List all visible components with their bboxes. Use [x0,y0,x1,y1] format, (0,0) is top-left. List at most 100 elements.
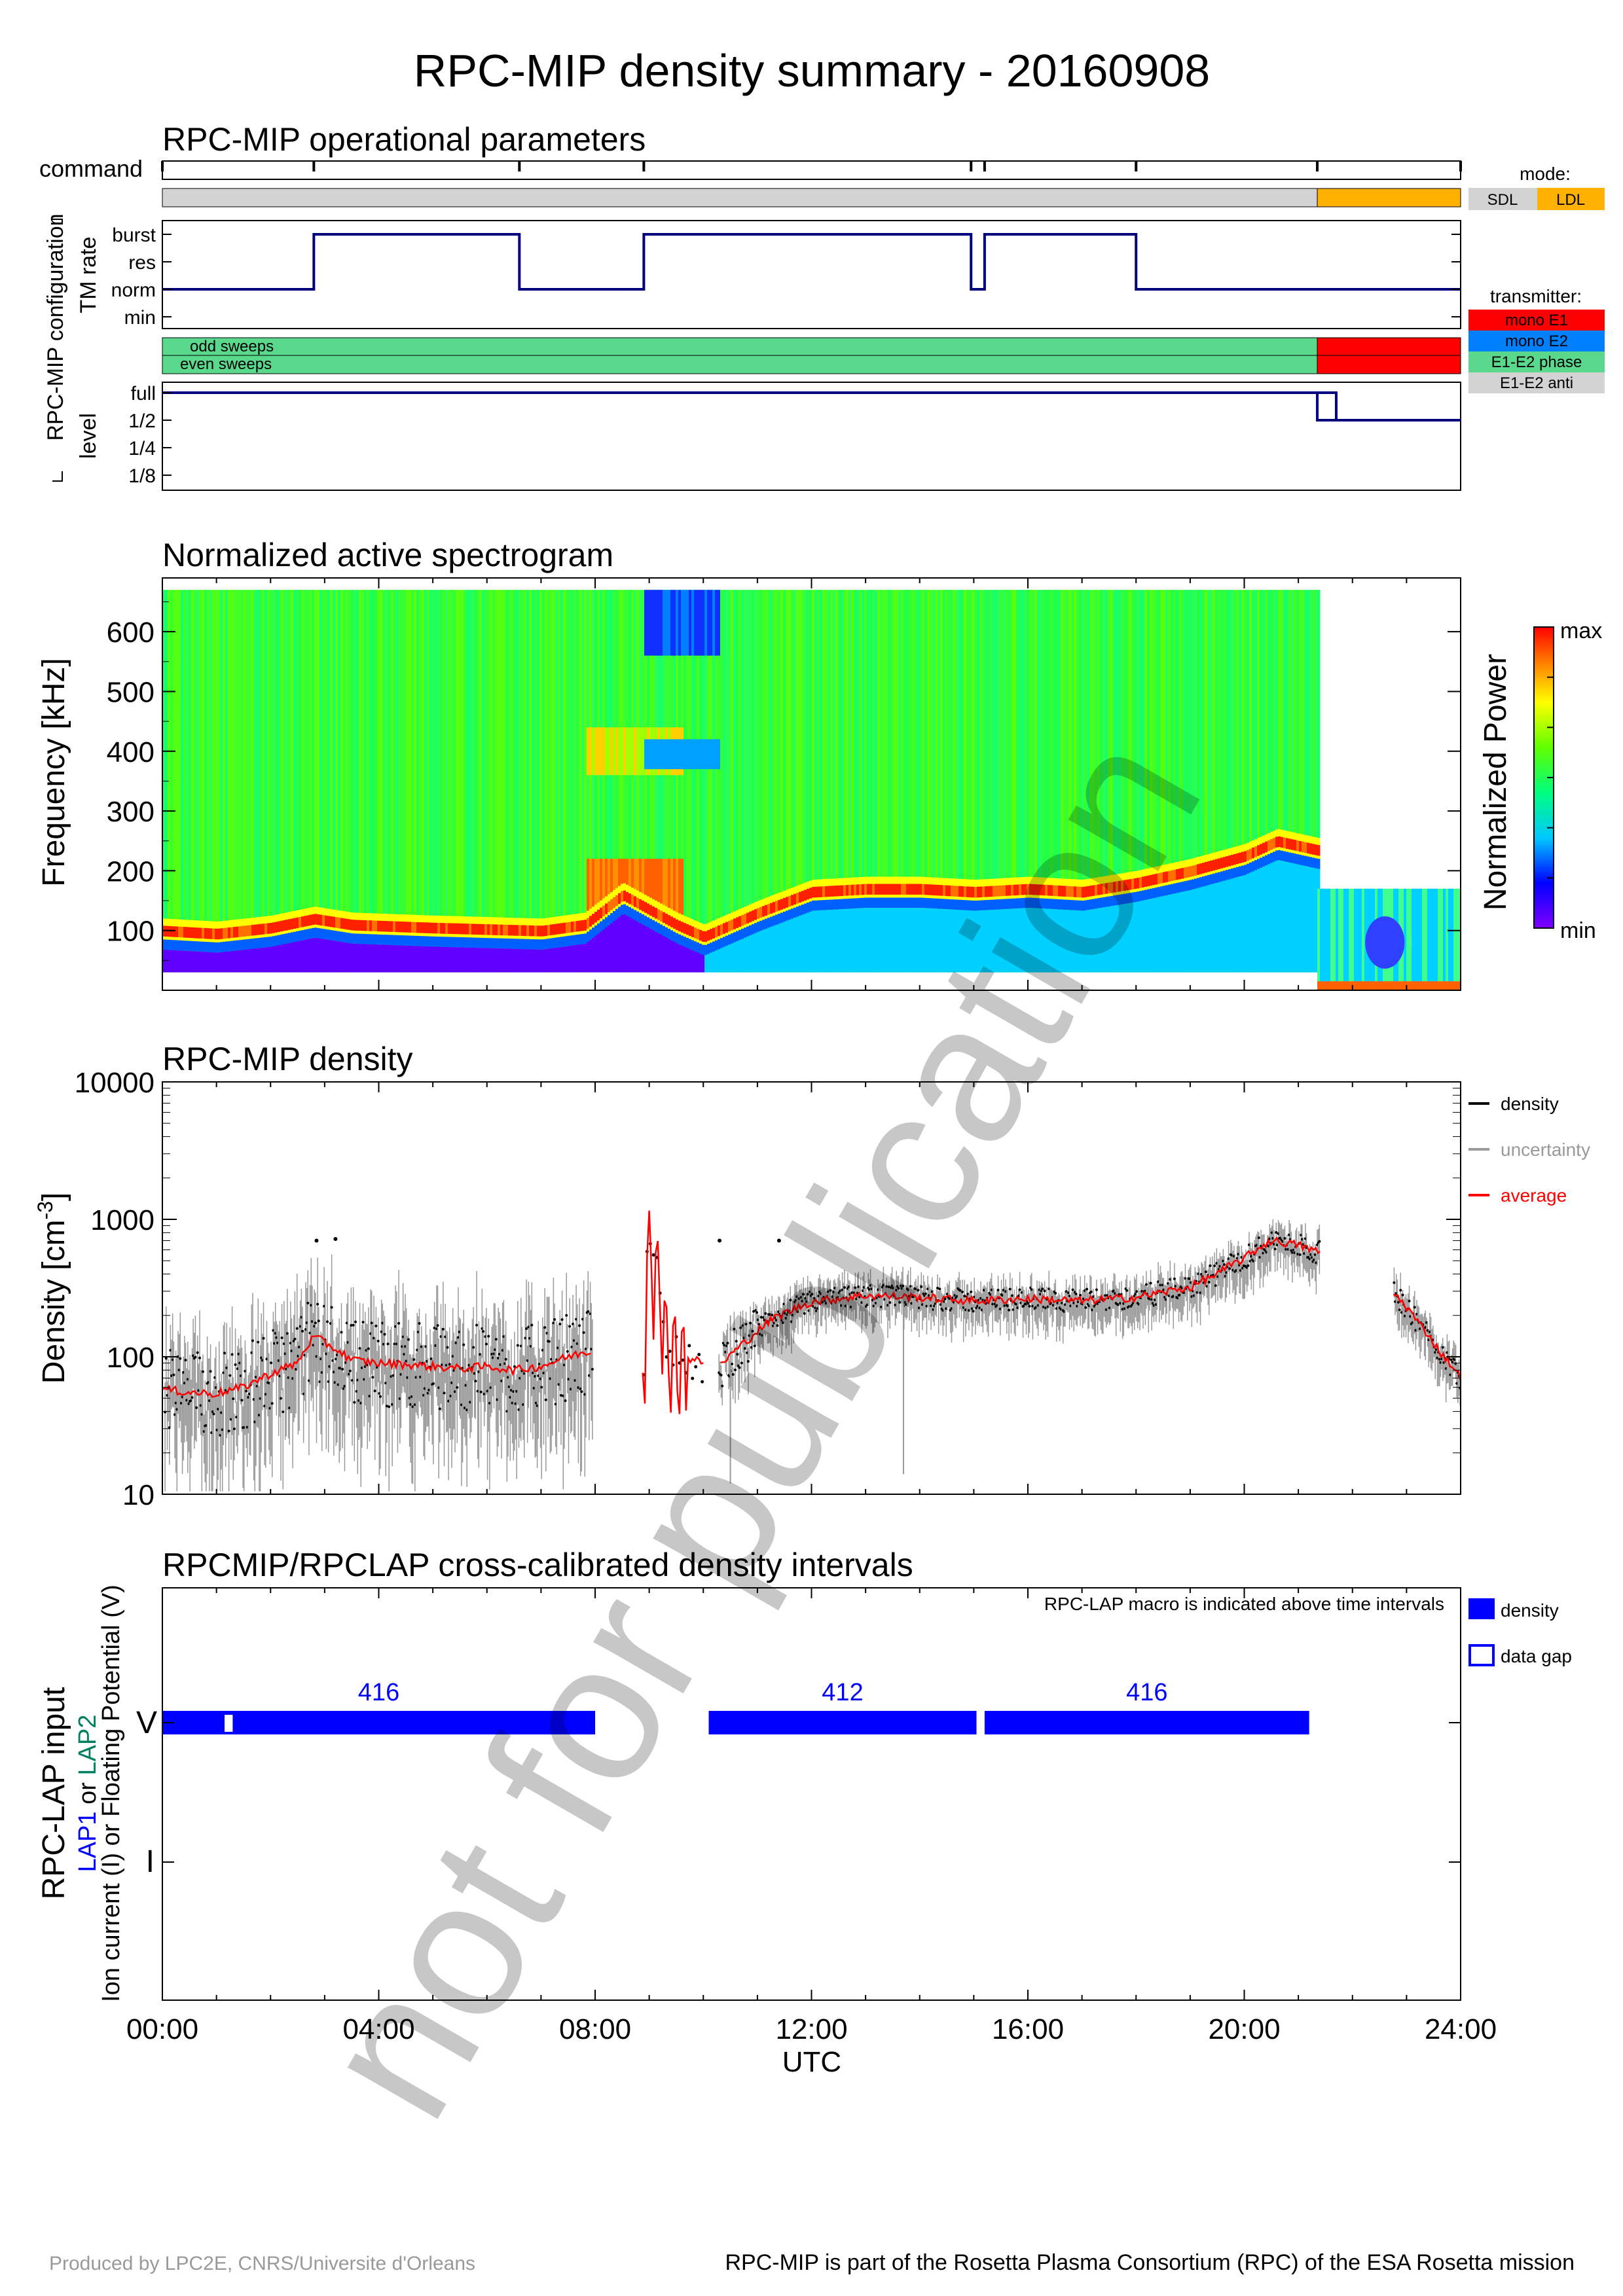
spectrogram-column [576,934,579,945]
spectrogram-column [275,935,278,946]
spectrogram-column [1459,888,1461,990]
spectrogram-column [903,908,907,973]
spectrogram-column [825,899,828,910]
spectrogram-column [448,923,451,934]
spectrogram-column [605,727,608,776]
spectrogram-column [479,937,483,948]
density-point [681,1358,685,1362]
spectrogram-column [880,897,883,908]
spectrogram-column [354,943,357,973]
spectrogram-column [681,739,684,770]
spectrogram-column [809,590,812,973]
spectrogram-column [597,590,600,973]
spectrogram-column [723,946,726,973]
tx-mono-e2-swatch [1468,331,1605,351]
spectrogram-column [1100,897,1103,908]
spectrogram-column [953,899,957,910]
spectrogram-column [189,927,192,939]
spectrogram-column [1199,863,1203,874]
spectrogram-column [466,947,469,973]
spectrogram-column [545,939,548,950]
spectrogram-column [660,935,663,973]
spectrogram-column [1016,590,1019,973]
spectrogram-column [429,936,433,947]
spectrogram-column [938,898,941,909]
spectrogram-column [660,739,663,770]
spectrogram-column [369,944,373,973]
spectrogram-column [872,908,875,973]
spectrogram-column [270,922,273,934]
spectrogram-column [1019,590,1022,973]
spectrogram-column [1453,888,1457,990]
spectrogram-column [521,939,524,950]
spectrogram-column [856,908,860,973]
spectrogram-column [228,590,231,973]
ops-panel-title: RPC-MIP operational parameters [162,121,646,158]
spectrogram-column [1220,590,1224,973]
spectrogram-column [1045,898,1048,909]
spectrogram-column [958,886,962,897]
density-point [374,1324,378,1327]
density-point [172,1373,175,1376]
spectrogram-column [896,897,899,908]
spectrogram-column [178,926,181,938]
density-point [746,1359,750,1363]
spectrogram-column [1354,888,1357,990]
spectrogram-column [343,942,346,973]
spectrogram-column [1053,899,1056,910]
spectrogram-column [354,590,357,973]
spectrogram-column [1189,866,1192,877]
spectrogram-column [456,937,459,948]
spectrogram-column [718,949,721,973]
spectrogram-column [647,590,650,973]
spectrogram-column [1021,590,1025,973]
spectrogram-column [977,886,980,898]
spectrogram-column [432,922,435,934]
density-point [565,1314,568,1317]
spectrogram-column [621,727,624,776]
spectrogram-column [1236,853,1239,865]
spectrogram-column [217,590,221,973]
spectrogram-column [990,886,993,897]
spectrogram-column [244,590,247,973]
spectrogram-column [1215,872,1218,884]
spectrogram-column [699,590,702,656]
spectrogram-column [1144,590,1148,973]
spectrogram-column [445,946,448,973]
spectrogram-column [508,924,511,936]
spectrogram-column [278,590,281,973]
spectrogram-column [1150,590,1153,973]
spectrogram-column [720,938,723,948]
spectrogram-column [710,739,713,770]
spectrogram-column [309,939,312,973]
spectrogram-column [1011,898,1014,909]
spectrogram-column [862,884,865,895]
spectrogram-column [589,929,593,940]
spectrogram-column [272,936,276,946]
spectrogram-column [909,884,912,895]
spectrogram-column [686,924,689,935]
spectrogram-column [1158,873,1161,884]
spectrogram-column [961,590,964,973]
spectrogram-column [943,590,946,973]
spectrogram-column [938,908,941,973]
spectrogram-column [335,590,338,973]
spectrogram-column [704,944,708,956]
spectrogram-column [644,590,647,973]
spectrogram-column [1278,850,1281,861]
spectrogram-column [547,948,551,973]
spectrogram-column [414,590,417,973]
spectrogram-column [293,942,297,973]
spectrogram-column [875,590,878,973]
spectrogram-column [1137,590,1140,973]
spectrogram-column [888,897,891,908]
density-point [938,1287,941,1291]
spectrogram-column [1192,879,1195,890]
density-point [739,1326,742,1329]
spectrogram-column [1103,590,1106,973]
spectrogram-column [579,934,582,944]
spectrogram-column [254,938,257,949]
spectrogram-column [479,924,483,935]
spectrogram-column [670,590,674,973]
spectrogram-column [196,941,200,952]
